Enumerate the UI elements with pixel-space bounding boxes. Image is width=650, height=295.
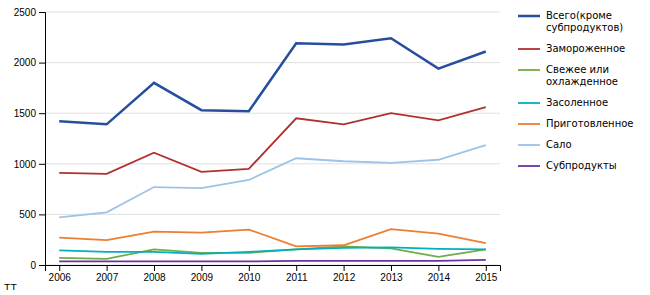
x-tick-label: 2011 xyxy=(286,272,308,283)
x-tick: 2013 xyxy=(380,265,403,283)
y-tick-label: 2500 xyxy=(14,7,37,18)
x-tick-mark xyxy=(107,265,108,271)
legend-label: Субпродукты xyxy=(546,160,617,171)
plot-area: 2006 2007 2008 2009 2010 2011 2012 2013 2014 2015… xyxy=(14,7,501,283)
y-axis-line xyxy=(39,13,46,266)
x-tick-label: 2006 xyxy=(49,272,72,283)
x-tick-mark xyxy=(154,265,155,271)
legend-item: Свежее илиохлажденное xyxy=(518,64,618,87)
x-tick-label: 2014 xyxy=(428,272,451,283)
legend-label: Замороженное xyxy=(546,43,625,54)
x-tick-label: 2009 xyxy=(191,272,214,283)
x-tick-label: 2012 xyxy=(333,272,356,283)
legend-item: Всего(кромесубпродуктов) xyxy=(518,10,623,33)
x-tick: 2014 xyxy=(428,265,451,283)
y-tick-mark xyxy=(39,113,45,114)
legend-swatch xyxy=(518,48,540,50)
legend: Всего(кромесубпродуктов) Замороженное Свеж… xyxy=(518,10,633,171)
y-tick-mark xyxy=(39,265,45,266)
y-tick-mark xyxy=(39,12,45,13)
legend-item: Замороженное xyxy=(518,43,625,54)
x-tick: 2015 xyxy=(475,265,498,283)
y-tick: 2500 xyxy=(14,7,45,18)
x-tick: 2009 xyxy=(191,265,214,283)
x-tick: 2007 xyxy=(96,265,119,283)
y-tick-label: 0 xyxy=(30,260,36,271)
series-line xyxy=(59,247,486,254)
series-line xyxy=(59,229,486,246)
x-tick: 2006 xyxy=(49,265,72,283)
grid-line xyxy=(45,113,500,114)
legend-swatch xyxy=(518,165,540,167)
y-tick-mark xyxy=(39,164,45,165)
series-line xyxy=(59,145,486,217)
x-tick-mark xyxy=(391,265,392,271)
x-tick-mark xyxy=(438,265,439,271)
grid-line xyxy=(45,12,500,13)
y-tick-mark xyxy=(39,214,45,215)
legend-swatch xyxy=(518,102,540,104)
y-tick: 2000 xyxy=(14,57,45,68)
series-line xyxy=(59,246,486,259)
x-tick-mark xyxy=(249,265,250,271)
legend-item: Субпродукты xyxy=(518,160,617,171)
x-tick-label: 2010 xyxy=(238,272,261,283)
x-tick-mark xyxy=(344,265,345,271)
x-tick-mark xyxy=(59,265,60,271)
y-tick-mark xyxy=(39,63,45,64)
lines xyxy=(59,38,486,261)
y-tick-label: 500 xyxy=(19,209,36,220)
legend-swatch xyxy=(518,123,540,125)
y-tick: 1500 xyxy=(14,108,45,119)
chart: 2006 2007 2008 2009 2010 2011 2012 2013 2014 2015… xyxy=(0,0,650,295)
legend-label: Сало xyxy=(546,139,572,150)
legend-label: Всего(кромесубпродуктов) xyxy=(546,10,623,33)
legend-item: Приготовленное xyxy=(518,118,633,129)
y-tick: 1000 xyxy=(14,159,45,170)
series-line xyxy=(59,38,486,124)
y-tick: 0 xyxy=(30,260,45,271)
x-axis-line xyxy=(46,266,501,272)
series-line xyxy=(59,107,486,174)
x-tick: 2011 xyxy=(286,265,308,283)
grid-line xyxy=(45,214,500,215)
x-tick-mark xyxy=(296,265,297,271)
legend-label: Засоленное xyxy=(546,97,608,108)
y-tick-label: 1500 xyxy=(14,108,37,119)
legend-item: Засоленное xyxy=(518,97,608,108)
x-tick: 2010 xyxy=(238,265,261,283)
x-tick-label: 2007 xyxy=(96,272,119,283)
x-tick: 2008 xyxy=(143,265,166,283)
legend-label: Свежее илиохлажденное xyxy=(546,64,618,87)
x-axis: 2006 2007 2008 2009 2010 2011 2012 2013 2014 2015 xyxy=(46,265,501,283)
legend-swatch xyxy=(518,15,540,18)
y-axis-label: тт xyxy=(4,280,17,293)
x-tick-label: 2013 xyxy=(380,272,403,283)
legend-label: Приготовленное xyxy=(546,118,633,129)
x-tick: 2012 xyxy=(333,265,356,283)
y-tick-label: 1000 xyxy=(14,159,37,170)
x-tick-label: 2015 xyxy=(475,272,498,283)
grid-line xyxy=(45,163,500,164)
y-axis: 0 500 1000 1500 2000 2500 xyxy=(14,7,46,271)
y-tick: 500 xyxy=(19,209,45,220)
x-tick-mark xyxy=(201,265,202,271)
legend-swatch xyxy=(518,144,540,146)
x-tick-mark xyxy=(486,265,487,271)
x-tick-label: 2008 xyxy=(143,272,166,283)
series-line xyxy=(59,260,486,262)
y-tick-label: 2000 xyxy=(14,57,37,68)
legend-swatch xyxy=(518,69,540,71)
grid xyxy=(45,12,500,265)
legend-item: Сало xyxy=(518,139,572,150)
